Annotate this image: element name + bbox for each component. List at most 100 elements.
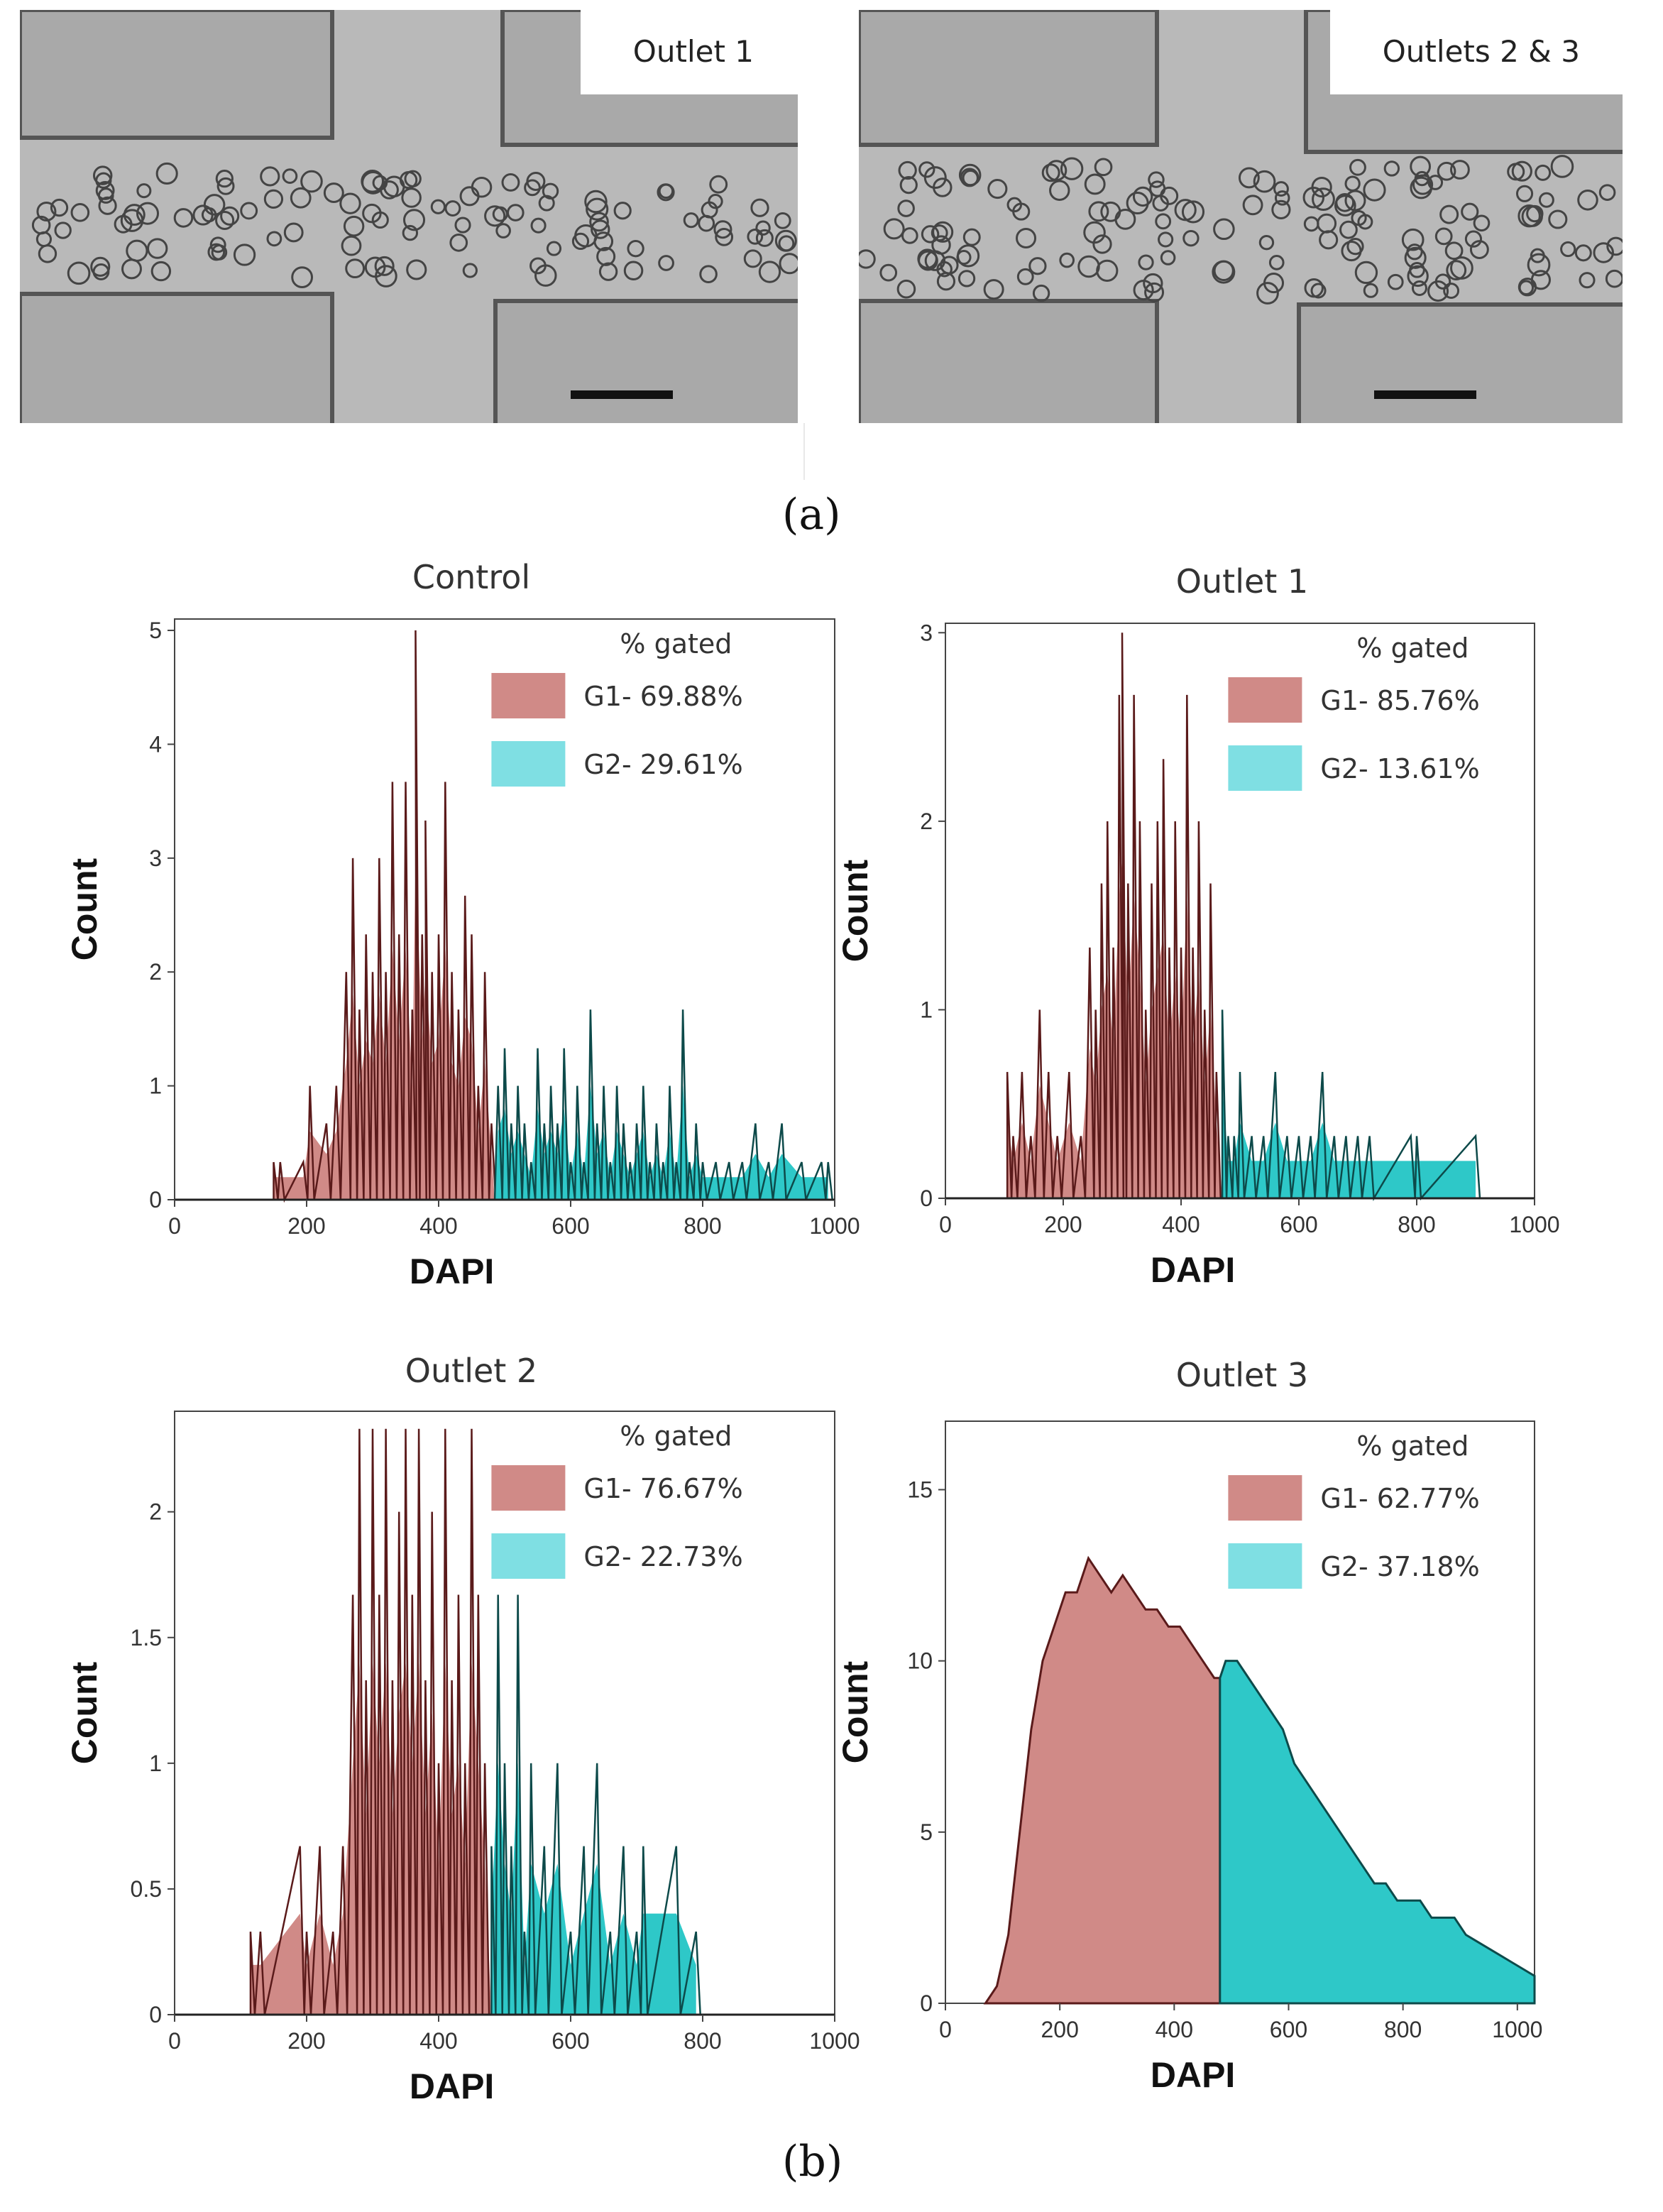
cell-mark (339, 192, 361, 214)
cell-mark (1312, 187, 1335, 212)
y-tick-label: 0 (920, 1186, 933, 1211)
chart-title: Outlet 1 (1175, 562, 1309, 601)
cell-mark (173, 208, 194, 228)
legend-swatch (1228, 677, 1302, 723)
cell-mark (1028, 257, 1047, 275)
cell-mark (1444, 241, 1464, 261)
cell-mark (123, 204, 146, 226)
cell-mark (859, 249, 876, 269)
cell-mark (207, 243, 226, 261)
x-tick-label: 600 (551, 1213, 589, 1239)
cell-mark (1535, 164, 1552, 181)
cell-mark (35, 231, 53, 248)
cell-mark (1469, 240, 1489, 259)
x-tick-label: 200 (287, 1213, 325, 1239)
cell-mark (1155, 213, 1172, 230)
histogram-outlet-1: 0 200 400 600 800 1000 0 1 2 3 DAPI Count % gated G1-… (835, 620, 1560, 1290)
cell-mark (1088, 201, 1109, 222)
scale-bar (571, 390, 673, 399)
cell-mark (931, 235, 951, 255)
cell-mark (1560, 241, 1576, 258)
cell-mark (92, 263, 110, 280)
cell-mark (95, 181, 115, 200)
histogram-outlet-2: 0 200 400 600 800 1000 0 0.5 1 1.5 2 DAPI Count % gat… (65, 1411, 860, 2106)
cell-mark (1434, 273, 1451, 290)
cell-mark (343, 215, 365, 237)
cell-mark (779, 253, 798, 275)
cell-mark (584, 190, 608, 214)
y-tick-label: 1 (149, 1751, 162, 1776)
panel-label-b: (b) (782, 2137, 843, 2186)
cell-mark (701, 201, 718, 219)
x-tick-label: 800 (1398, 1212, 1435, 1237)
cell-mark (1242, 195, 1263, 216)
cell-mark (658, 255, 674, 271)
y-axis-label: Count (835, 859, 875, 962)
cell-mark (1174, 199, 1197, 221)
cell-mark (444, 200, 461, 217)
cell-mark (755, 220, 771, 236)
cell-mark (879, 263, 898, 282)
cell-mark (683, 212, 699, 229)
histogram-control: 0 200 400 600 800 1000 0 1 2 3 4 5 DAPI Count % gated G… (65, 618, 860, 1291)
legend-swatch (491, 1465, 566, 1511)
cell-mark (240, 202, 258, 220)
cell-mark (1450, 256, 1473, 280)
cell-mark (1114, 208, 1136, 230)
histogram-bars (945, 633, 1535, 1202)
cell-mark (899, 175, 918, 195)
histogram-bars (175, 630, 835, 1203)
x-axis-label: DAPI (410, 1252, 494, 1291)
cell-mark (1092, 234, 1112, 254)
cell-mark (1443, 283, 1460, 299)
cell-mark (1148, 171, 1165, 188)
legend-entry: G2- 29.61% (583, 749, 742, 780)
cell-mark (92, 165, 113, 185)
y-tick-label: 2 (920, 809, 933, 834)
cell-mark (1579, 272, 1596, 289)
cell-mark (380, 180, 399, 199)
cell-mark (399, 170, 418, 190)
cell-mark (203, 194, 226, 216)
micrograph-outlet-1: Outlet 1 (20, 10, 798, 423)
y-axis-label: Count (835, 1660, 875, 1763)
x-axis-label: DAPI (1151, 1250, 1235, 1290)
cell-mark (1363, 178, 1386, 202)
cell-mark (95, 172, 112, 189)
cell-mark (1032, 284, 1050, 302)
cell-mark (1473, 214, 1491, 232)
x-tick-label: 400 (1162, 1212, 1200, 1237)
cell-mark (896, 279, 916, 299)
cell-mark (715, 228, 734, 246)
cell-mark (1464, 230, 1483, 248)
y-tick-label: 1.5 (131, 1625, 162, 1650)
cell-mark (1412, 174, 1434, 195)
chart-title: Outlet 3 (1175, 1356, 1309, 1394)
cell-mark (657, 183, 675, 202)
cell-mark (750, 198, 769, 217)
cell-mark (987, 178, 1008, 199)
cell-mark (362, 203, 382, 224)
micrograph-label: Outlet 1 (580, 10, 798, 94)
cell-mark (90, 256, 111, 277)
cell-mark (589, 212, 609, 232)
cell-mark (374, 256, 395, 276)
legend-entry: G1- 62.77% (1320, 1483, 1479, 1514)
cell-mark (1212, 260, 1236, 284)
cell-mark (1606, 236, 1623, 256)
legend-swatch (1228, 1543, 1302, 1589)
cell-mark (1016, 268, 1034, 285)
y-tick-label: 5 (920, 1819, 933, 1845)
x-tick-label: 0 (939, 2017, 952, 2042)
y-tick-label: 5 (149, 618, 162, 643)
cell-mark (67, 261, 91, 285)
legend-heading: % gated (1356, 633, 1469, 664)
y-tick-label: 0 (149, 2002, 162, 2027)
cell-mark (1515, 185, 1534, 202)
cell-mark (1084, 173, 1106, 195)
cell-mark (341, 235, 362, 256)
x-tick-label: 0 (939, 1212, 952, 1237)
x-tick-label: 800 (684, 1213, 721, 1239)
cell-mark (459, 186, 480, 207)
cell-mark (201, 207, 217, 223)
